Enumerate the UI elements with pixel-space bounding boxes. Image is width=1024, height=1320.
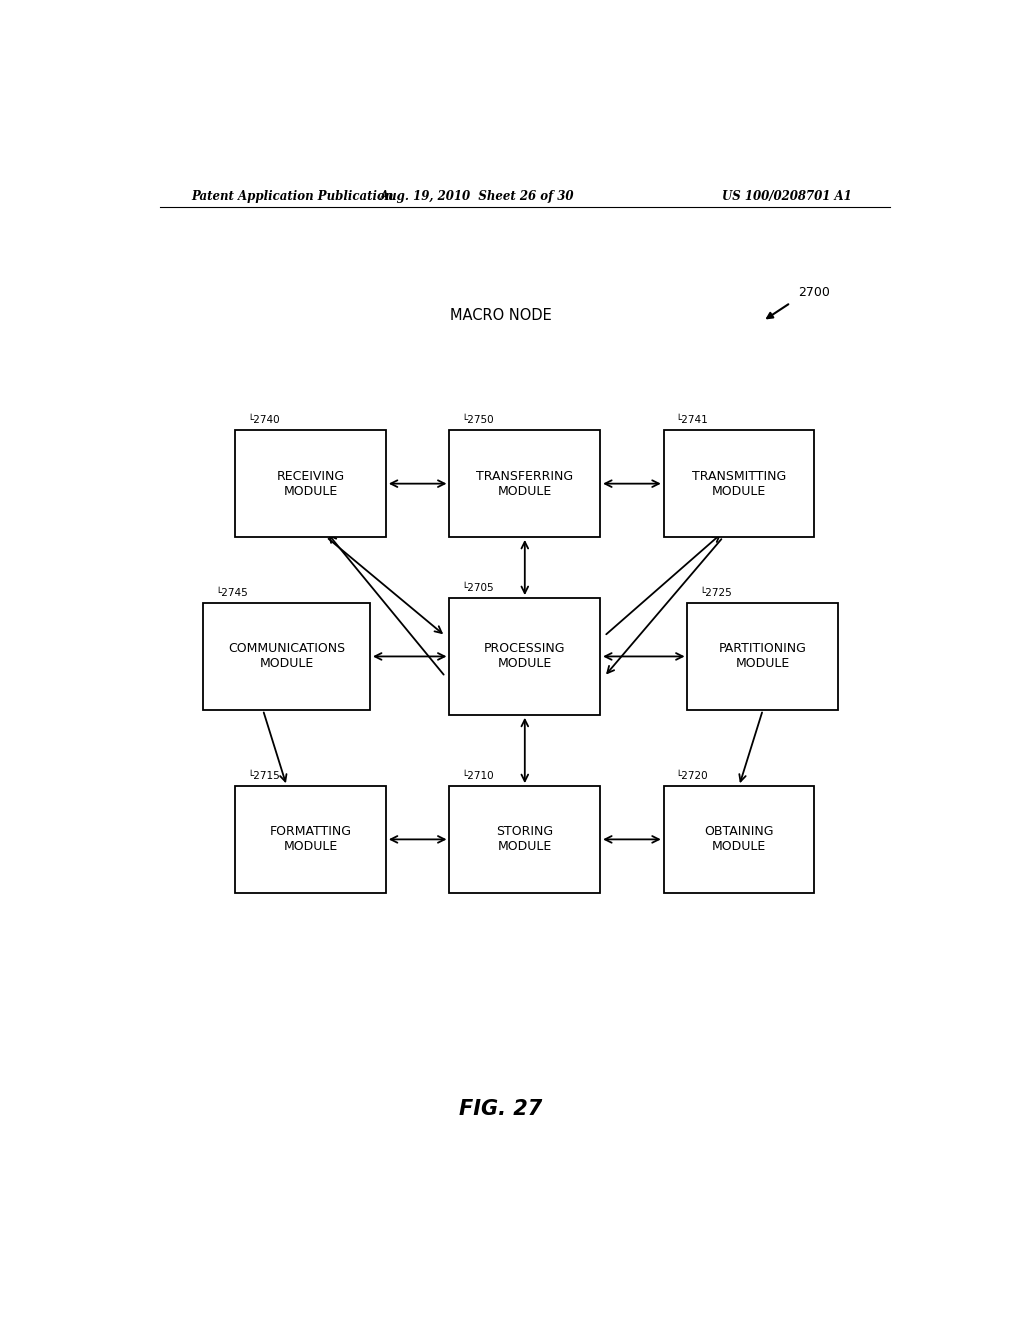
Text: PROCESSING
MODULE: PROCESSING MODULE bbox=[484, 643, 565, 671]
Text: └2750: └2750 bbox=[462, 416, 494, 425]
FancyBboxPatch shape bbox=[450, 785, 600, 892]
Text: MACRO NODE: MACRO NODE bbox=[451, 309, 552, 323]
Text: COMMUNICATIONS
MODULE: COMMUNICATIONS MODULE bbox=[228, 643, 345, 671]
FancyBboxPatch shape bbox=[204, 603, 370, 710]
Text: STORING
MODULE: STORING MODULE bbox=[497, 825, 553, 854]
Text: Patent Application Publication: Patent Application Publication bbox=[191, 190, 394, 202]
Text: FORMATTING
MODULE: FORMATTING MODULE bbox=[269, 825, 351, 854]
FancyBboxPatch shape bbox=[664, 785, 814, 892]
Text: FIG. 27: FIG. 27 bbox=[460, 1098, 543, 1119]
Text: └2740: └2740 bbox=[247, 416, 280, 425]
Text: 2700: 2700 bbox=[799, 286, 830, 300]
Text: └2720: └2720 bbox=[676, 771, 709, 781]
Text: └2745: └2745 bbox=[215, 587, 248, 598]
Text: RECEIVING
MODULE: RECEIVING MODULE bbox=[276, 470, 345, 498]
Text: └2705: └2705 bbox=[462, 583, 494, 593]
Text: └2725: └2725 bbox=[699, 587, 732, 598]
FancyBboxPatch shape bbox=[236, 785, 386, 892]
Text: TRANSFERRING
MODULE: TRANSFERRING MODULE bbox=[476, 470, 573, 498]
Text: OBTAINING
MODULE: OBTAINING MODULE bbox=[705, 825, 774, 854]
Text: PARTITIONING
MODULE: PARTITIONING MODULE bbox=[719, 643, 807, 671]
FancyBboxPatch shape bbox=[664, 430, 814, 537]
Text: Aug. 19, 2010  Sheet 26 of 30: Aug. 19, 2010 Sheet 26 of 30 bbox=[380, 190, 574, 202]
FancyBboxPatch shape bbox=[687, 603, 839, 710]
FancyBboxPatch shape bbox=[450, 430, 600, 537]
Text: US 100/0208701 A1: US 100/0208701 A1 bbox=[722, 190, 852, 202]
Text: └2710: └2710 bbox=[462, 771, 494, 781]
Text: └2741: └2741 bbox=[676, 416, 709, 425]
Text: └2715: └2715 bbox=[247, 771, 280, 781]
FancyBboxPatch shape bbox=[450, 598, 600, 715]
Text: TRANSMITTING
MODULE: TRANSMITTING MODULE bbox=[692, 470, 786, 498]
FancyBboxPatch shape bbox=[236, 430, 386, 537]
